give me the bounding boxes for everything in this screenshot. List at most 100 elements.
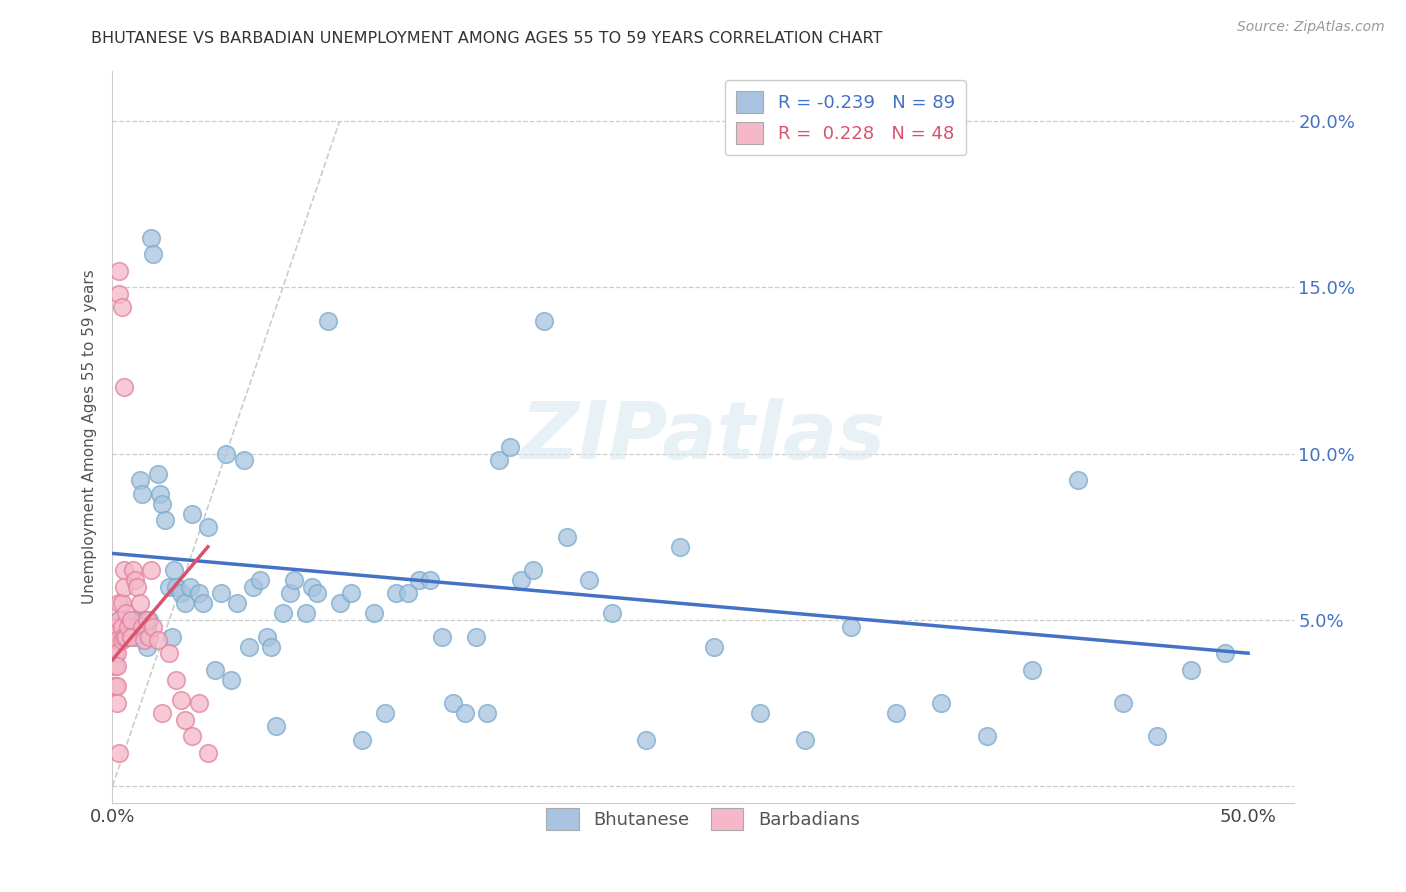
Text: ZIPatlas: ZIPatlas xyxy=(520,398,886,476)
Point xyxy=(124,613,146,627)
Point xyxy=(105,659,128,673)
Point xyxy=(105,680,128,694)
Point xyxy=(138,630,160,644)
Point xyxy=(238,640,260,654)
Point xyxy=(396,586,419,600)
Point xyxy=(278,586,301,600)
Point xyxy=(193,596,215,610)
Point xyxy=(165,580,187,594)
Point xyxy=(152,497,174,511)
Point xyxy=(533,314,555,328)
Point xyxy=(120,630,142,644)
Point xyxy=(115,630,138,644)
Point xyxy=(187,586,209,600)
Point xyxy=(1021,663,1043,677)
Point xyxy=(157,646,180,660)
Point xyxy=(316,314,339,328)
Point xyxy=(131,619,153,633)
Point xyxy=(464,630,486,644)
Point xyxy=(112,630,135,644)
Point xyxy=(283,573,305,587)
Point xyxy=(488,453,510,467)
Point xyxy=(108,596,131,610)
Point xyxy=(105,696,128,710)
Point xyxy=(839,619,862,633)
Point xyxy=(104,632,127,647)
Point xyxy=(131,486,153,500)
Point xyxy=(179,580,201,594)
Point xyxy=(108,613,131,627)
Point xyxy=(329,596,352,610)
Point xyxy=(139,230,162,244)
Point xyxy=(363,607,385,621)
Point xyxy=(153,513,176,527)
Point xyxy=(352,732,374,747)
Point xyxy=(105,632,128,647)
Point xyxy=(197,520,219,534)
Point xyxy=(510,573,533,587)
Point xyxy=(441,696,464,710)
Point xyxy=(600,607,623,621)
Point xyxy=(301,580,323,594)
Point xyxy=(120,613,142,627)
Point xyxy=(215,447,238,461)
Point xyxy=(884,706,907,720)
Point xyxy=(139,563,162,577)
Point xyxy=(105,619,128,633)
Point xyxy=(110,632,132,647)
Point xyxy=(1146,729,1168,743)
Point xyxy=(181,729,204,743)
Point xyxy=(104,659,127,673)
Point xyxy=(146,467,169,481)
Point xyxy=(165,673,187,687)
Point xyxy=(242,580,264,594)
Point xyxy=(135,613,157,627)
Point xyxy=(110,301,132,315)
Point xyxy=(669,540,692,554)
Point xyxy=(169,586,191,600)
Point xyxy=(117,619,139,633)
Point xyxy=(976,729,998,743)
Point xyxy=(149,486,172,500)
Point xyxy=(430,630,453,644)
Point xyxy=(110,619,132,633)
Point xyxy=(124,573,146,587)
Point xyxy=(453,706,475,720)
Point xyxy=(294,607,316,621)
Point xyxy=(408,573,430,587)
Point xyxy=(204,663,226,677)
Point xyxy=(264,719,287,733)
Point xyxy=(1112,696,1135,710)
Point xyxy=(104,680,127,694)
Point xyxy=(636,732,658,747)
Point xyxy=(211,586,233,600)
Text: BHUTANESE VS BARBADIAN UNEMPLOYMENT AMONG AGES 55 TO 59 YEARS CORRELATION CHART: BHUTANESE VS BARBADIAN UNEMPLOYMENT AMON… xyxy=(91,31,883,46)
Point xyxy=(555,530,578,544)
Point xyxy=(128,596,150,610)
Point xyxy=(108,746,131,760)
Point xyxy=(127,619,149,633)
Point xyxy=(1180,663,1202,677)
Point xyxy=(112,623,135,637)
Point xyxy=(108,613,131,627)
Point xyxy=(105,646,128,660)
Point xyxy=(108,264,131,278)
Point xyxy=(522,563,544,577)
Point xyxy=(115,607,138,621)
Point xyxy=(122,563,145,577)
Point xyxy=(115,613,138,627)
Point xyxy=(112,563,135,577)
Point xyxy=(169,692,191,706)
Point xyxy=(138,613,160,627)
Point xyxy=(110,619,132,633)
Point xyxy=(117,619,139,633)
Point xyxy=(748,706,770,720)
Point xyxy=(128,473,150,487)
Point xyxy=(260,640,283,654)
Point xyxy=(181,507,204,521)
Point xyxy=(134,632,156,647)
Point xyxy=(160,630,183,644)
Point xyxy=(499,440,522,454)
Point xyxy=(142,619,165,633)
Point xyxy=(385,586,408,600)
